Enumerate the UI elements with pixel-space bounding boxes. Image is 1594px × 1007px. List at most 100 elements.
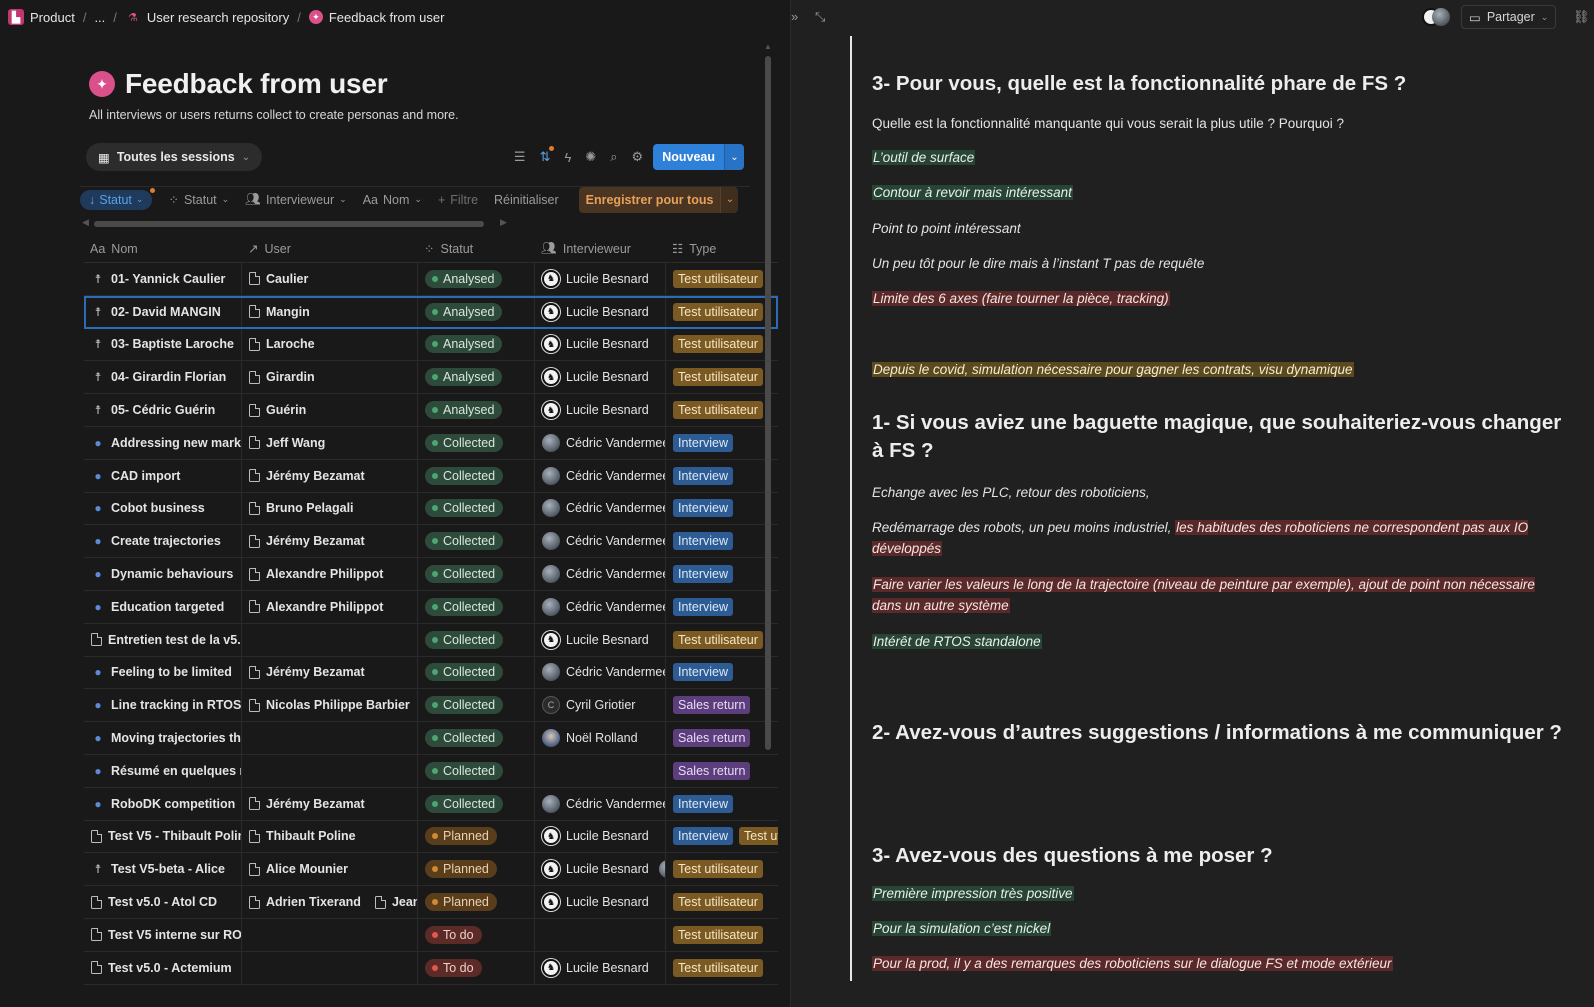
status-badge[interactable]: Planned <box>425 860 497 879</box>
cell-statut[interactable]: Collected <box>418 689 535 722</box>
table-row[interactable]: Entretien test de la v5.0 Collected ♞ Lucil… <box>84 623 778 657</box>
type-tag[interactable]: Sales return <box>673 761 751 780</box>
answer-note[interactable]: L’outil de surface <box>872 147 1552 168</box>
cell-intervieweur[interactable]: Cédric Vandermeeren <box>535 787 666 820</box>
cell-user[interactable]: Alice Mounier <box>242 853 418 886</box>
status-badge[interactable]: Collected <box>425 761 504 780</box>
cell-type[interactable]: Interview <box>666 525 778 557</box>
status-badge[interactable]: Collected <box>425 794 504 813</box>
cell-nom[interactable]: ● Line tracking in RTOS <box>84 689 242 722</box>
user-link[interactable]: Alexandre Philippot <box>266 567 384 582</box>
breadcrumb-workspace[interactable]: ▙ Product <box>8 9 75 25</box>
status-badge[interactable]: Collected <box>425 499 504 518</box>
type-tag[interactable]: Interview <box>673 794 734 813</box>
table-row[interactable]: ● Education targeted Alexandre Philippot Co… <box>84 590 778 624</box>
vertical-scrollbar[interactable]: ▲ <box>764 42 772 752</box>
status-badge[interactable]: Analysed <box>425 335 503 354</box>
scroll-right-icon[interactable]: ▶ <box>500 217 507 227</box>
cell-statut[interactable]: Collected <box>418 623 535 656</box>
cell-intervieweur[interactable]: Cédric Vandermeeren <box>535 656 666 689</box>
table-row[interactable]: ● Cobot business Bruno Pelagali Collected Cé… <box>84 492 778 526</box>
type-tag[interactable]: Interview <box>673 499 734 518</box>
answer-note[interactable]: Faire varier les valeurs le long de la t… <box>872 574 1552 616</box>
cell-user[interactable]: Laroche <box>242 328 418 361</box>
cell-intervieweur[interactable]: ♞ Lucile Besnard <box>535 623 666 656</box>
user-link[interactable]: Caulier <box>266 271 309 286</box>
table-row[interactable]: ● Moving trajectories thr Collected Noël Ro… <box>84 722 778 755</box>
cell-intervieweur[interactable]: ♞ Lucile Besnard <box>535 853 666 886</box>
cell-intervieweur[interactable]: Cédric Vandermeeren <box>535 558 666 590</box>
table-row[interactable]: ● Line tracking in RTOS Nicolas Philippe B… <box>84 689 778 723</box>
cell-user[interactable]: Alexandre Philippot <box>242 590 418 623</box>
cell-type[interactable]: Test utilisateur <box>666 886 778 918</box>
cell-type[interactable]: Sales return <box>666 722 778 754</box>
cell-intervieweur[interactable]: ♞ Lucile Besnard <box>535 328 666 361</box>
type-tag[interactable]: Interview <box>673 532 734 551</box>
type-tag[interactable]: Sales return <box>673 729 751 748</box>
cell-intervieweur[interactable]: ♞ Lucile Besnard <box>535 361 666 394</box>
section-heading[interactable]: 3- Pour vous, quelle est la fonctionnali… <box>872 72 1407 95</box>
sort-chip-statut[interactable]: ↓ Statut ⌄ <box>80 187 156 210</box>
cell-statut[interactable]: Analysed <box>418 263 535 295</box>
breadcrumb-parent[interactable]: ⚗ User research repository <box>125 9 289 25</box>
cell-intervieweur[interactable]: ♞ Lucile Besnard <box>535 886 666 918</box>
cell-type[interactable]: Sales return <box>666 689 778 721</box>
column-header-nom[interactable]: Aa Nom <box>90 241 138 256</box>
status-badge[interactable]: Analysed <box>425 368 503 387</box>
expand-fullpage-icon[interactable]: ⤡ <box>815 9 826 24</box>
type-tag[interactable]: Test utilisateur <box>673 958 763 977</box>
cell-user[interactable]: Mangin <box>242 295 418 328</box>
table-row[interactable]: Test V5 interne sur ROB To do Test utilisa… <box>84 918 778 952</box>
cell-statut[interactable]: Planned <box>418 853 535 886</box>
cell-statut[interactable]: Planned <box>418 820 535 853</box>
cell-type[interactable]: Test utilisateur <box>666 263 778 295</box>
cell-statut[interactable]: Analysed <box>418 295 535 328</box>
type-tag[interactable]: Interview <box>673 466 734 485</box>
user-link[interactable]: Alice Mounier <box>266 862 348 877</box>
cell-intervieweur[interactable]: ♞ Lucile Besnard <box>535 951 666 984</box>
user-link[interactable]: Jean-Luc <box>391 895 418 910</box>
table-row[interactable]: Test V5 - Thibault Poline Thibault Poline… <box>84 820 778 854</box>
cell-user[interactable] <box>242 722 418 754</box>
cell-statut[interactable]: Collected <box>418 754 535 787</box>
type-tag[interactable]: Interview <box>673 827 734 846</box>
status-badge[interactable]: Collected <box>425 597 504 616</box>
table-row[interactable]: Test v5.0 - Actemium To do ♞ Lucile Besnard… <box>84 951 778 985</box>
new-button[interactable]: Nouveau ⌄ <box>653 144 744 170</box>
table-row[interactable]: ☨ 03- Baptiste Laroche Laroche Analysed ♞ Luc… <box>84 328 778 362</box>
table-row[interactable]: ☨ 02- David MANGIN Mangin Analysed ♞ Lucile B… <box>84 295 778 329</box>
cell-statut[interactable]: Collected <box>418 492 535 525</box>
automation-icon[interactable]: ϟ <box>564 149 572 165</box>
cell-user[interactable] <box>242 754 418 787</box>
status-badge[interactable]: Analysed <box>425 302 503 321</box>
cell-user[interactable]: Guérin <box>242 394 418 426</box>
cell-intervieweur[interactable]: ♞ Lucile Besnard <box>535 820 666 853</box>
cell-intervieweur[interactable]: ♞ Lucile Besnard <box>535 394 666 426</box>
answer-note[interactable]: Redémarrage des robots, un peu moins ind… <box>872 517 1552 559</box>
section-heading[interactable]: 2- Avez-vous d’autres suggestions / info… <box>872 721 1562 744</box>
status-badge[interactable]: Collected <box>425 466 504 485</box>
type-tag[interactable]: Test utilisateur <box>673 630 763 649</box>
filter-intervieweur[interactable]: 👥︎ Intervieweur ⌄ <box>245 192 347 207</box>
cell-type[interactable]: Interview Test utilisateur <box>666 821 778 853</box>
cell-intervieweur[interactable]: Noël Rolland <box>535 722 666 754</box>
cell-nom[interactable]: ☨ 03- Baptiste Laroche <box>84 328 242 361</box>
user-link[interactable]: Thibault Poline <box>266 829 356 844</box>
cell-user[interactable]: Jérémy Bezamat <box>242 787 418 820</box>
compass-icon[interactable]: ✦ <box>89 71 115 97</box>
cell-statut[interactable]: Collected <box>418 656 535 689</box>
cell-type[interactable]: Interview <box>666 657 778 689</box>
user-link[interactable]: Adrien Tixerand <box>266 895 361 910</box>
section-heading[interactable]: 1- Si vous aviez une baguette magique, q… <box>872 411 1562 462</box>
cell-type[interactable]: Test utilisateur <box>666 394 778 426</box>
cell-type[interactable]: Interview <box>666 591 778 623</box>
scroll-left-icon[interactable]: ◀ <box>82 217 89 227</box>
cell-nom[interactable]: ● Addressing new market <box>84 426 242 459</box>
status-badge[interactable]: Collected <box>425 532 504 551</box>
cell-intervieweur[interactable]: Cédric Vandermeeren <box>535 426 666 459</box>
cell-nom[interactable]: ☨ Test V5-beta - Alice <box>84 853 242 886</box>
answer-note[interactable]: Contour à revoir mais intéressant <box>872 182 1552 203</box>
cell-nom[interactable]: ● CAD import <box>84 459 242 492</box>
status-badge[interactable]: Planned <box>425 827 497 846</box>
cell-user[interactable]: Alexandre Philippot <box>242 558 418 590</box>
